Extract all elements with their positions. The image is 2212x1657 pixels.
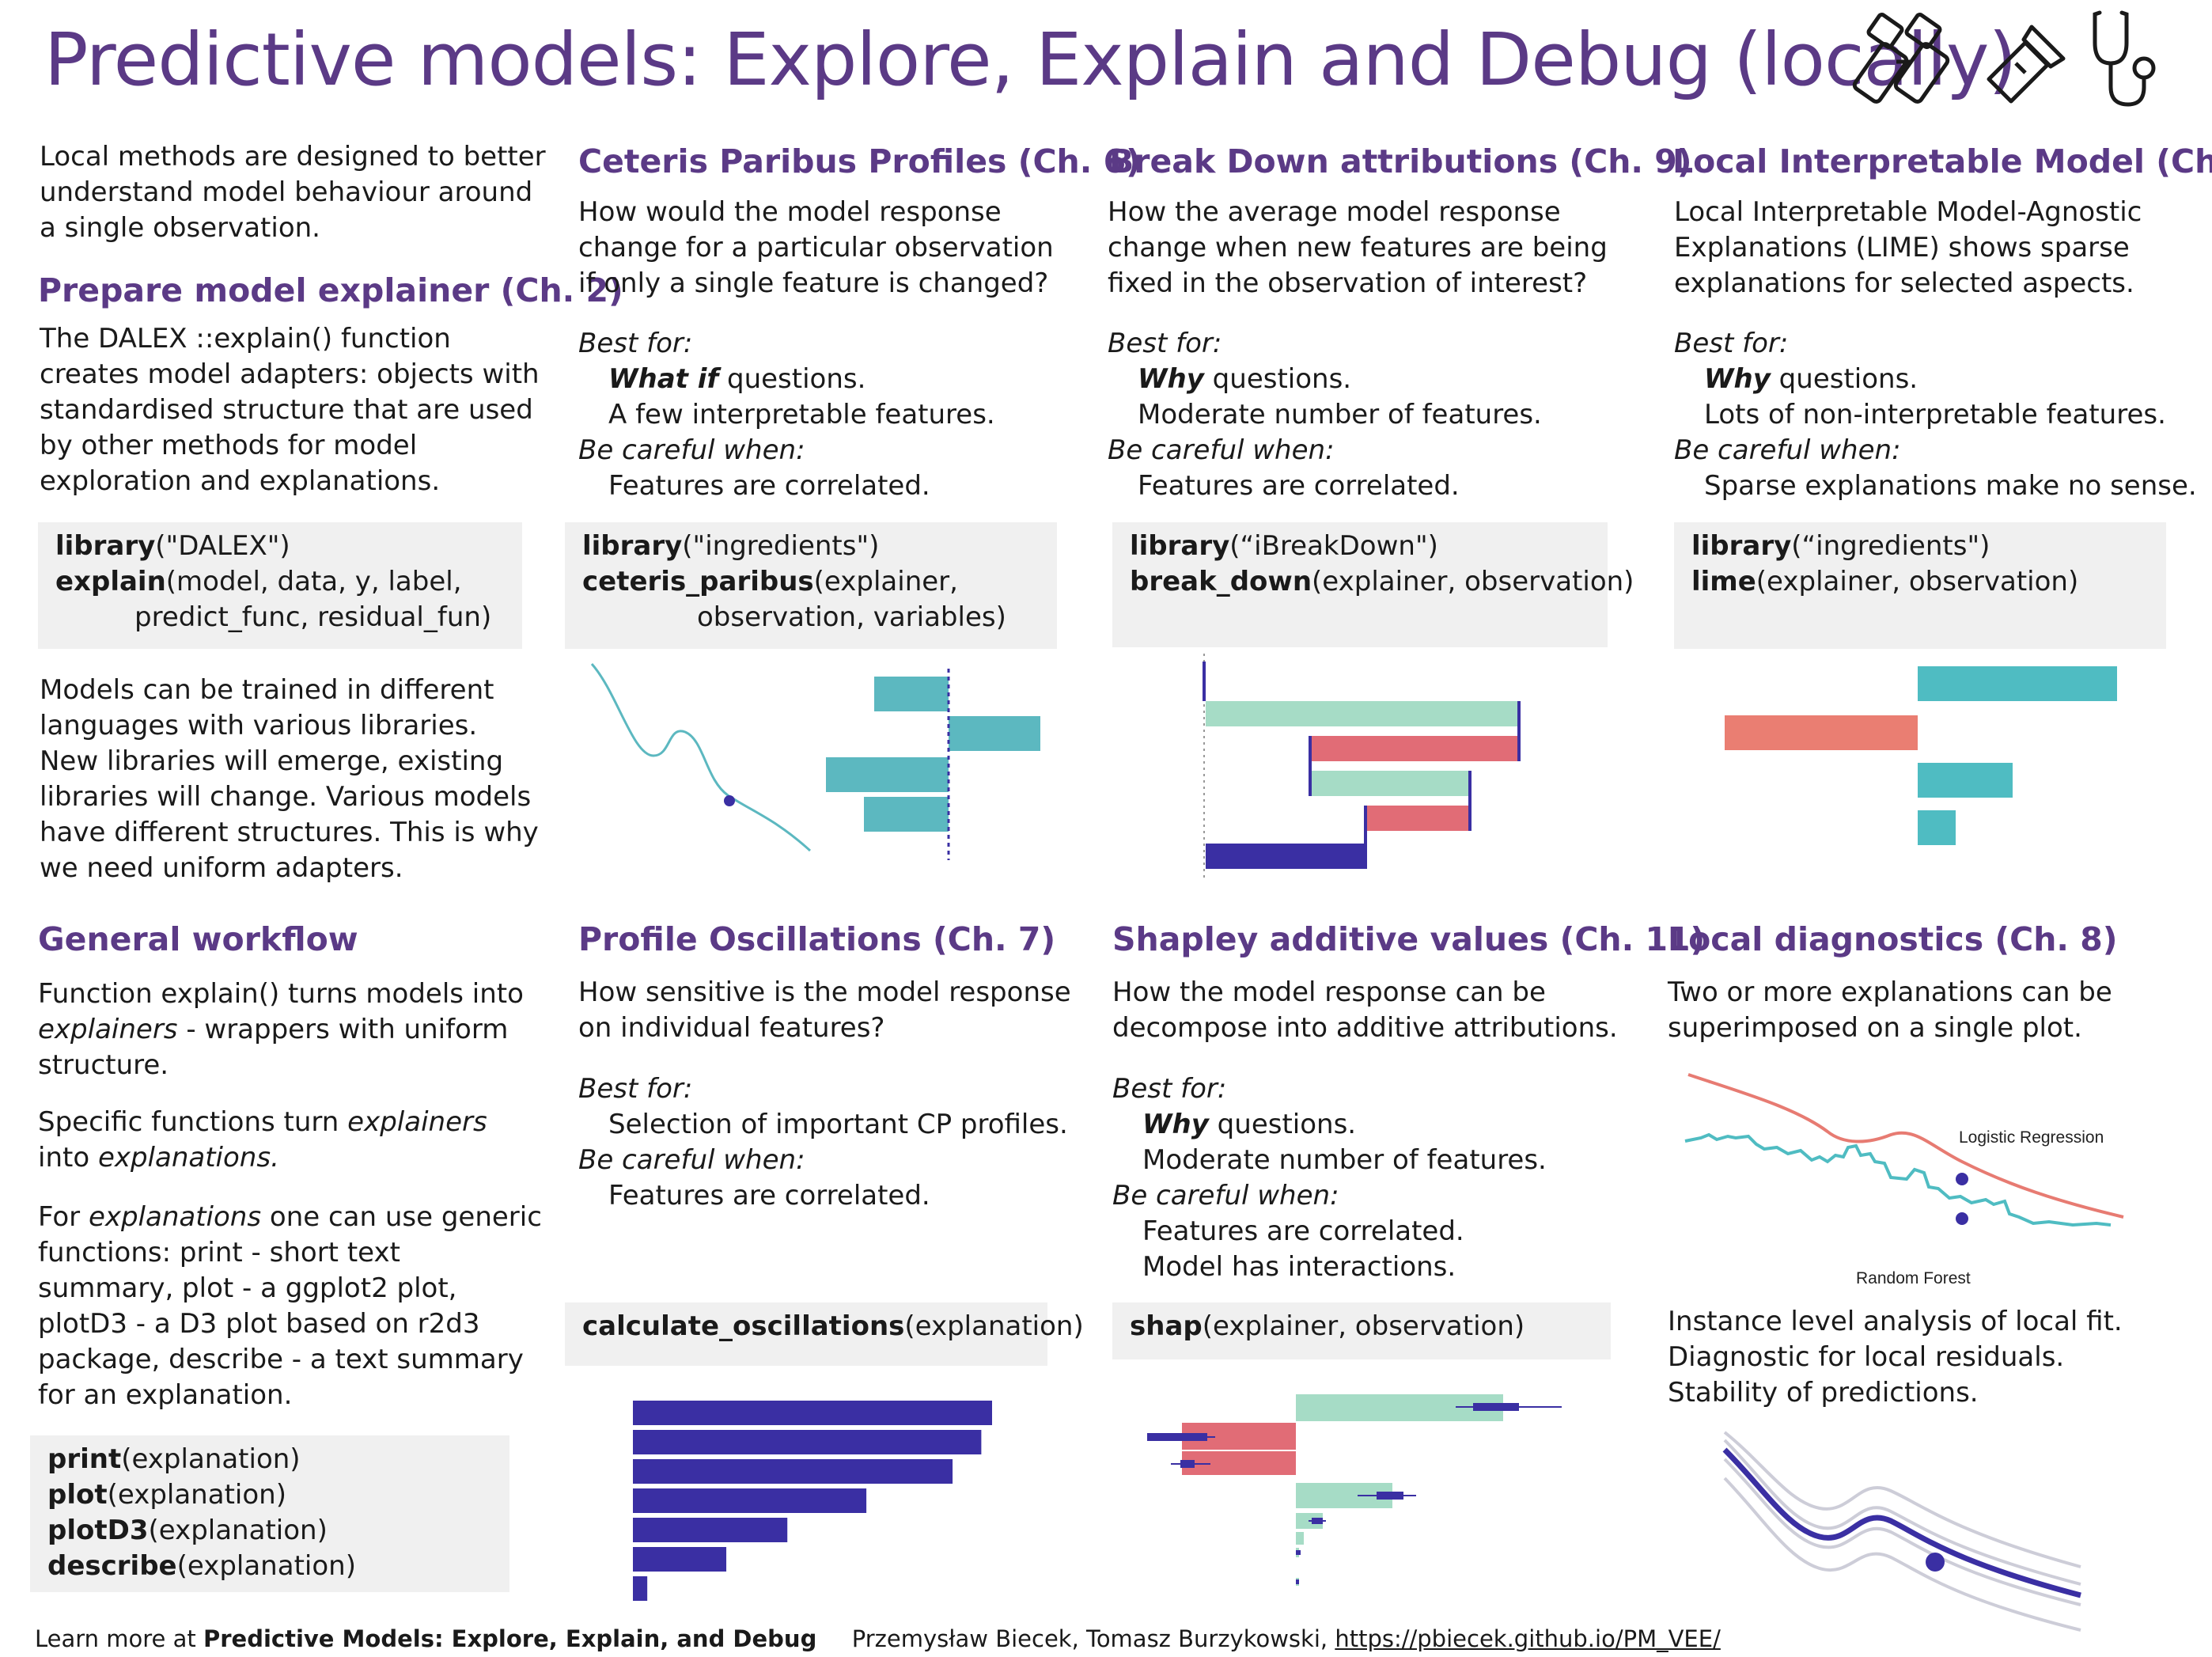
prepare-heading: Prepare model explainer (Ch. 2) <box>38 271 623 309</box>
binoculars-icon <box>1852 13 1950 104</box>
lime-bar <box>1918 666 2117 701</box>
bd-bar <box>1310 771 1470 796</box>
osc-bar <box>633 1518 788 1542</box>
legend-random-forest: Random Forest <box>1856 1269 1971 1287</box>
osc-bar <box>633 1430 982 1454</box>
workflow-heading: General workflow <box>38 920 358 958</box>
diag-text: Two or more explanations can be superimp… <box>1668 976 2112 1044</box>
osc-bar <box>633 1459 953 1484</box>
shap-text: How the model response can be decompose … <box>1112 976 1618 1044</box>
book-title: Predictive Models: Explore, Explain, and… <box>203 1625 817 1652</box>
cp-bar <box>864 797 949 832</box>
random-forest-profile <box>1684 1132 2112 1227</box>
lime-bar <box>1725 715 1918 750</box>
lime-usage: Best for: Why questions. Lots of non-int… <box>1674 328 2197 502</box>
shap-usage: Best for: Why questions. Moderate number… <box>1112 1073 1547 1283</box>
lime-bar <box>1918 763 2013 798</box>
cp-profile-line <box>590 663 812 852</box>
osc-code-block: calculate_oscillations(explanation) <box>565 1302 1084 1366</box>
bd-illustration <box>1203 654 1521 880</box>
bd-prediction-bar <box>1206 844 1365 869</box>
osc-illustration <box>633 1401 992 1601</box>
legend-logistic-regression: Logistic Regression <box>1959 1128 2104 1147</box>
bd-heading: Break Down attributions (Ch. 9) <box>1109 142 1692 180</box>
cp-text: How would the model response change for … <box>578 196 1054 299</box>
diag-heading: Local diagnostics (Ch. 8) <box>1668 920 2118 958</box>
cp-observation-point <box>724 795 735 806</box>
osc-bar <box>633 1488 867 1513</box>
page-title: Predictive models: Explore, Explain and … <box>44 17 2017 102</box>
stethoscope-icon <box>2093 10 2156 107</box>
bd-bar <box>1310 736 1519 761</box>
diag-residual-profile <box>1722 1447 2081 1598</box>
osc-heading: Profile Oscillations (Ch. 7) <box>578 920 1056 958</box>
logistic-regression-profile <box>1687 1073 2124 1219</box>
authors: Przemysław Biecek, Tomasz Burzykowski, <box>851 1625 1328 1652</box>
osc-bar <box>633 1401 992 1425</box>
cp-bar <box>826 757 949 792</box>
bd-intercept-marker <box>1203 662 1206 701</box>
workflow-p3: For explanations one can use generic fun… <box>38 1201 542 1411</box>
osc-bar <box>633 1576 648 1601</box>
footer: Learn more at Predictive Models: Explore… <box>35 1625 1721 1652</box>
osc-text: How sensitive is the model response on i… <box>578 976 1071 1044</box>
osc-usage: Best for: Selection of important CP prof… <box>578 1073 1068 1211</box>
workflow-p1: Function explain() turns models into exp… <box>38 978 524 1081</box>
lime-text: Local Interpretable Model-Agnostic Expla… <box>1674 196 2142 299</box>
adapters-text: Models can be trained in different langu… <box>40 674 539 884</box>
shap-bar <box>1296 1532 1304 1545</box>
cp-bar <box>874 677 949 711</box>
cp-code-block: library("ingredients") ceteris_paribus(e… <box>565 522 1057 649</box>
bd-code-block: library(“iBreakDown") break_down(explain… <box>1112 522 1634 647</box>
bd-text: How the average model response change wh… <box>1108 196 1608 299</box>
shap-code-block: shap(explainer, observation) <box>1112 1302 1611 1359</box>
rf-observation-point <box>1956 1212 1968 1225</box>
cp-bar <box>949 716 1040 751</box>
diag-illustration: Logistic Regression Random Forest <box>1684 1073 2124 1287</box>
lime-illustration <box>1725 666 2117 845</box>
bd-usage: Best for: Why questions. Moderate number… <box>1108 328 1542 502</box>
cp-heading: Ceteris Paribus Profiles (Ch. 6) <box>578 142 1141 180</box>
cp-usage: Best for: What if questions. A few inter… <box>578 328 995 502</box>
explain-code-block: library("DALEX") explain(model, data, y,… <box>38 522 522 649</box>
diag-after-text: Instance level analysis of local fit. Di… <box>1668 1306 2123 1409</box>
prepare-text: The DALEX ::explain() function creates m… <box>40 323 540 497</box>
flashlight-icon <box>1987 25 2066 104</box>
cp-illustration <box>590 663 1040 860</box>
diag-residual-point <box>1926 1553 1945 1572</box>
book-url-link[interactable]: https://pbiecek.github.io/PM_VEE/ <box>1335 1625 1721 1652</box>
shap-illustration <box>1147 1394 1562 1586</box>
shap-heading: Shapley additive values (Ch. 11) <box>1112 920 1706 958</box>
bd-bar <box>1365 806 1470 831</box>
generic-functions-code-block: print(explanation) plot(explanation) plo… <box>30 1435 509 1592</box>
intro-text: Local methods are designed to better und… <box>40 141 546 244</box>
lime-bar <box>1918 810 1956 845</box>
workflow-p2: Specific functions turn explainers into … <box>38 1106 487 1174</box>
diag-residual-illustration <box>1722 1431 2081 1632</box>
lr-observation-point <box>1956 1173 1968 1185</box>
lime-heading: Local Interpretable Model (Ch. 12) <box>1672 142 2212 180</box>
lime-code-block: library(“ingredients") lime(explainer, o… <box>1674 522 2166 649</box>
osc-bar <box>633 1547 727 1572</box>
bd-bar <box>1206 701 1519 726</box>
